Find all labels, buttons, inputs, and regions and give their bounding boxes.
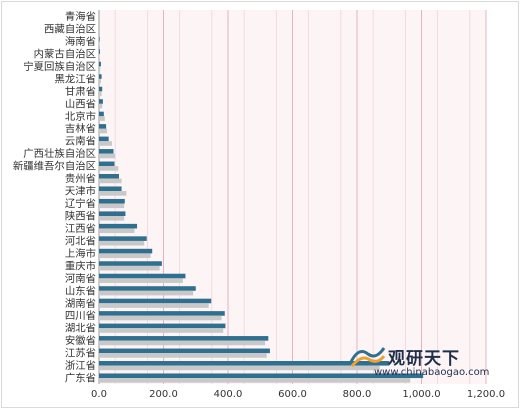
bar-1-2: [99, 361, 390, 366]
bar-2-17: [99, 178, 122, 184]
x-tick-label: 200.0: [149, 389, 178, 400]
x-tick-label: 400.0: [214, 389, 243, 400]
bar-1-11: [99, 248, 153, 254]
bar-1-19: [99, 149, 114, 154]
bar-2-18: [99, 166, 119, 171]
category-label: 安徽省: [65, 334, 96, 347]
brand-logo-icon: [348, 347, 386, 367]
watermark-url: www.chinabaogao.com: [374, 367, 490, 378]
category-label: 湖北省: [65, 322, 96, 335]
bar-2-16: [99, 191, 127, 196]
bar-2-20: [99, 141, 112, 146]
bar-1-17: [99, 174, 119, 179]
bar-2-27: [99, 53, 100, 59]
bar-1-5: [99, 323, 226, 329]
category-label: 海南省: [65, 35, 96, 48]
bar-2-14: [99, 216, 125, 221]
bar-2-15: [99, 203, 125, 209]
bar-2-19: [99, 153, 116, 159]
category-label: 上海市: [65, 247, 96, 260]
bar-1-13: [99, 223, 138, 229]
bar-1-21: [99, 124, 107, 129]
category-label: 内蒙古自治区: [34, 47, 96, 60]
bar-1-20: [99, 136, 109, 142]
bar-2-10: [99, 265, 160, 271]
bar-1-10: [99, 261, 162, 266]
bar-2-1: [99, 378, 411, 383]
bar-1-9: [99, 273, 186, 279]
category-label: 贵州省: [65, 172, 96, 185]
bar-2-24: [99, 91, 102, 96]
bar-1-3: [99, 348, 270, 354]
x-tick-label: 800.0: [343, 389, 372, 400]
category-label: 浙江省: [65, 359, 96, 372]
category-label: 四川省: [65, 309, 96, 322]
category-label: 江苏省: [65, 347, 96, 360]
bar-1-15: [99, 198, 125, 204]
x-tick-label: 1,000.0: [402, 389, 440, 400]
bar-2-2: [99, 365, 380, 371]
bar-2-13: [99, 228, 135, 234]
bar-1-14: [99, 211, 126, 216]
category-label: 河北省: [65, 234, 96, 247]
bar-2-21: [99, 128, 108, 134]
bar-1-1: [99, 373, 424, 379]
bar-2-25: [99, 78, 101, 84]
category-label: 重庆市: [65, 259, 96, 272]
category-label: 广西壮族自治区: [23, 147, 96, 160]
category-label: 新疆维吾尔自治区: [13, 160, 96, 173]
bar-1-18: [99, 161, 115, 167]
category-label: 天津市: [65, 185, 96, 198]
bar-1-26: [99, 61, 101, 67]
bar-1-22: [99, 111, 104, 117]
bar-1-23: [99, 99, 103, 104]
bar-1-6: [99, 311, 225, 316]
category-label: 江西省: [65, 222, 96, 235]
bar-2-6: [99, 315, 222, 321]
category-label: 青海省: [65, 10, 96, 23]
x-tick-label: 0.0: [91, 389, 107, 400]
watermark: 观研天下 www.chinabaogao.com: [344, 342, 504, 382]
category-label: 山东省: [65, 284, 96, 297]
category-label: 西藏自治区: [44, 23, 96, 36]
bar-1-8: [99, 286, 196, 291]
bar-1-12: [99, 236, 147, 241]
bar-2-22: [99, 116, 105, 121]
bar-2-11: [99, 253, 151, 258]
bar-1-24: [99, 86, 103, 92]
bar-2-9: [99, 278, 183, 283]
bar-2-26: [99, 66, 101, 71]
bar-2-3: [99, 353, 267, 358]
bar-1-27: [99, 49, 100, 54]
bar-1-28: [99, 36, 100, 42]
bar-1-7: [99, 298, 212, 304]
category-label: 吉林省: [65, 122, 96, 135]
bar-2-12: [99, 240, 145, 246]
category-label: 北京市: [65, 110, 96, 123]
category-label: 湖南省: [65, 297, 96, 310]
bar-2-5: [99, 328, 224, 333]
bar-2-7: [99, 303, 209, 308]
watermark-title: 观研天下: [388, 349, 460, 369]
bar-2-8: [99, 290, 194, 296]
bar-1-4: [99, 336, 269, 341]
category-label: 辽宁省: [65, 197, 96, 210]
bar-2-23: [99, 103, 103, 109]
category-label: 广东省: [65, 372, 96, 385]
x-tick-label: 1,200.0: [467, 389, 505, 400]
category-label: 宁夏回族自治区: [23, 60, 96, 73]
category-label: 黑龙江省: [54, 72, 96, 85]
bar-2-4: [99, 340, 266, 346]
category-label: 山西省: [65, 97, 96, 110]
category-label: 陕西省: [65, 210, 96, 223]
bar-1-16: [99, 186, 122, 192]
category-label: 云南省: [65, 135, 96, 148]
x-tick-label: 600.0: [278, 389, 307, 400]
category-label: 甘肃省: [65, 85, 96, 98]
bar-1-25: [99, 74, 102, 79]
category-label: 河南省: [65, 272, 96, 285]
